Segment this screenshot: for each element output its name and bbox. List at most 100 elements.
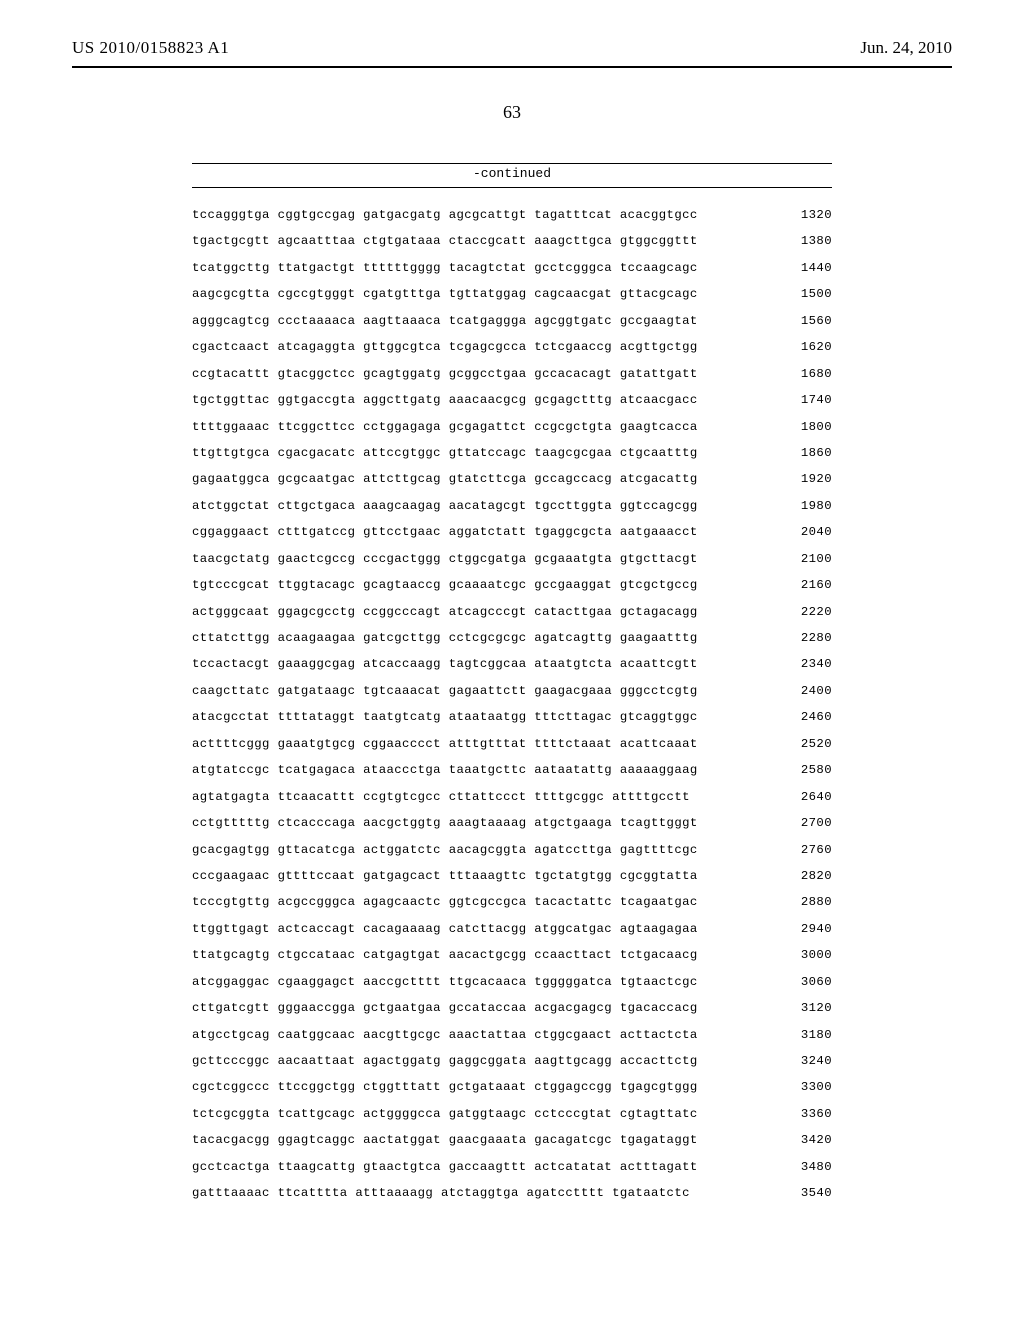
sequence-position: 2520 [758,731,832,757]
continued-label: -continued [192,166,832,181]
sequence-position: 1560 [758,308,832,334]
sequence-row: tcccgtgttg acgccgggca agagcaactc ggtcgcc… [192,889,832,915]
sequence-row: agggcagtcg ccctaaaaca aagttaaaca tcatgag… [192,308,832,334]
sequence-text: atacgcctat ttttataggt taatgtcatg ataataa… [192,704,698,730]
sequence-text: aagcgcgtta cgccgtgggt cgatgtttga tgttatg… [192,281,698,307]
sequence-row: tccactacgt gaaaggcgag atcaccaagg tagtcgg… [192,651,832,677]
sequence-row: ttatgcagtg ctgccataac catgagtgat aacactg… [192,942,832,968]
sequence-text: atgtatccgc tcatgagaca ataaccctga taaatgc… [192,757,698,783]
sequence-text: gcctcactga ttaagcattg gtaactgtca gaccaag… [192,1154,698,1180]
sequence-text: cctgtttttg ctcacccaga aacgctggtg aaagtaa… [192,810,698,836]
sequence-position: 2580 [758,757,832,783]
sequence-row: cttatcttgg acaagaagaa gatcgcttgg cctcgcg… [192,625,832,651]
sequence-text: taacgctatg gaactcgccg cccgactggg ctggcga… [192,546,698,572]
sequence-row: cttgatcgtt gggaaccgga gctgaatgaa gccatac… [192,995,832,1021]
sequence-text: ttttggaaac ttcggcttcc cctggagaga gcgagat… [192,414,698,440]
sequence-position: 3000 [758,942,832,968]
sequence-position: 1320 [758,202,832,228]
sequence-row: cccgaagaac gttttccaat gatgagcact tttaaag… [192,863,832,889]
sequence-row: atctggctat cttgctgaca aaagcaagag aacatag… [192,493,832,519]
page: US 2010/0158823 A1 Jun. 24, 2010 63 -con… [0,0,1024,1320]
sequence-text: gagaatggca gcgcaatgac attcttgcag gtatctt… [192,466,698,492]
sequence-position: 2220 [758,599,832,625]
sequence-text: acttttcggg gaaatgtgcg cggaacccct atttgtt… [192,731,698,757]
sequence-position: 3360 [758,1101,832,1127]
sequence-position: 2640 [758,784,832,810]
sequence-position: 1440 [758,255,832,281]
sequence-text: tccagggtga cggtgccgag gatgacgatg agcgcat… [192,202,698,228]
sequence-position: 2820 [758,863,832,889]
sequence-position: 2100 [758,546,832,572]
continued-rule-bottom [192,187,832,188]
sequence-position: 1740 [758,387,832,413]
sequence-position: 1980 [758,493,832,519]
sequence-row: atgcctgcag caatggcaac aacgttgcgc aaactat… [192,1022,832,1048]
sequence-text: ttatgcagtg ctgccataac catgagtgat aacactg… [192,942,698,968]
publication-number: US 2010/0158823 A1 [72,38,229,58]
sequence-position: 1860 [758,440,832,466]
sequence-position: 3300 [758,1074,832,1100]
sequence-position: 2400 [758,678,832,704]
sequence-row: tacacgacgg ggagtcaggc aactatggat gaacgaa… [192,1127,832,1153]
sequence-position: 2940 [758,916,832,942]
sequence-row: atgtatccgc tcatgagaca ataaccctga taaatgc… [192,757,832,783]
sequence-position: 2700 [758,810,832,836]
sequence-text: tgtcccgcat ttggtacagc gcagtaaccg gcaaaat… [192,572,698,598]
continued-rule-top [192,163,832,164]
sequence-position: 2280 [758,625,832,651]
sequence-row: gcacgagtgg gttacatcga actggatctc aacagcg… [192,837,832,863]
sequence-position: 2040 [758,519,832,545]
sequence-row: caagcttatc gatgataagc tgtcaaacat gagaatt… [192,678,832,704]
sequence-position: 2160 [758,572,832,598]
sequence-row: ttttggaaac ttcggcttcc cctggagaga gcgagat… [192,414,832,440]
sequence-row: ttgttgtgca cgacgacatc attccgtggc gttatcc… [192,440,832,466]
sequence-position: 3540 [758,1180,832,1206]
sequence-position: 1500 [758,281,832,307]
sequence-row: gatttaaaac ttcatttta atttaaaagg atctaggt… [192,1180,832,1206]
sequence-row: taacgctatg gaactcgccg cccgactggg ctggcga… [192,546,832,572]
sequence-position: 3180 [758,1022,832,1048]
sequence-position: 1380 [758,228,832,254]
sequence-row: agtatgagta ttcaacattt ccgtgtcgcc cttattc… [192,784,832,810]
sequence-position: 3480 [758,1154,832,1180]
page-header: US 2010/0158823 A1 Jun. 24, 2010 [72,38,952,58]
sequence-row: tgtcccgcat ttggtacagc gcagtaaccg gcaaaat… [192,572,832,598]
sequence-text: tcatggcttg ttatgactgt ttttttgggg tacagtc… [192,255,698,281]
sequence-position: 1800 [758,414,832,440]
sequence-position: 2340 [758,651,832,677]
sequence-row: tccagggtga cggtgccgag gatgacgatg agcgcat… [192,202,832,228]
sequence-row: gcctcactga ttaagcattg gtaactgtca gaccaag… [192,1154,832,1180]
sequence-listing: tccagggtga cggtgccgag gatgacgatg agcgcat… [192,202,832,1207]
sequence-text: tcccgtgttg acgccgggca agagcaactc ggtcgcc… [192,889,698,915]
sequence-row: tgactgcgtt agcaatttaa ctgtgataaa ctaccgc… [192,228,832,254]
sequence-row: tcatggcttg ttatgactgt ttttttgggg tacagtc… [192,255,832,281]
sequence-position: 3420 [758,1127,832,1153]
sequence-row: cgctcggccc ttccggctgg ctggtttatt gctgata… [192,1074,832,1100]
sequence-position: 1920 [758,466,832,492]
sequence-position: 2880 [758,889,832,915]
sequence-text: cgctcggccc ttccggctgg ctggtttatt gctgata… [192,1074,698,1100]
header-rule [72,66,952,68]
sequence-position: 1620 [758,334,832,360]
sequence-text: atgcctgcag caatggcaac aacgttgcgc aaactat… [192,1022,698,1048]
sequence-text: actgggcaat ggagcgcctg ccggcccagt atcagcc… [192,599,698,625]
sequence-row: acttttcggg gaaatgtgcg cggaacccct atttgtt… [192,731,832,757]
sequence-row: atacgcctat ttttataggt taatgtcatg ataataa… [192,704,832,730]
sequence-row: actgggcaat ggagcgcctg ccggcccagt atcagcc… [192,599,832,625]
page-number: 63 [72,102,952,123]
sequence-text: cttgatcgtt gggaaccgga gctgaatgaa gccatac… [192,995,698,1021]
sequence-text: tccactacgt gaaaggcgag atcaccaagg tagtcgg… [192,651,698,677]
sequence-text: agggcagtcg ccctaaaaca aagttaaaca tcatgag… [192,308,698,334]
sequence-row: gcttcccggc aacaattaat agactggatg gaggcgg… [192,1048,832,1074]
sequence-text: tacacgacgg ggagtcaggc aactatggat gaacgaa… [192,1127,698,1153]
sequence-text: gatttaaaac ttcatttta atttaaaagg atctaggt… [192,1180,690,1206]
sequence-row: cgactcaact atcagaggta gttggcgtca tcgagcg… [192,334,832,360]
publication-date: Jun. 24, 2010 [860,38,952,58]
sequence-text: tgactgcgtt agcaatttaa ctgtgataaa ctaccgc… [192,228,698,254]
sequence-text: ttgttgtgca cgacgacatc attccgtggc gttatcc… [192,440,698,466]
sequence-text: cttatcttgg acaagaagaa gatcgcttgg cctcgcg… [192,625,698,651]
sequence-position: 3060 [758,969,832,995]
sequence-row: tctcgcggta tcattgcagc actggggcca gatggta… [192,1101,832,1127]
sequence-text: tctcgcggta tcattgcagc actggggcca gatggta… [192,1101,698,1127]
sequence-position: 2760 [758,837,832,863]
